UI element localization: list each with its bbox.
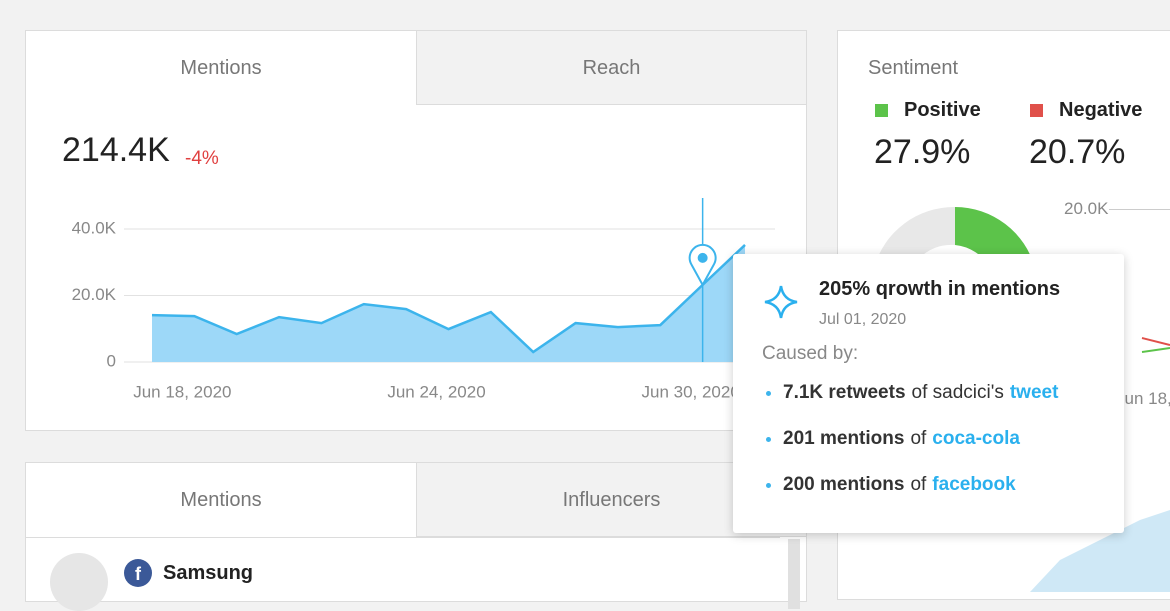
donut-rest [874,206,955,268]
tooltip: 205% qrowth in mentions Jul 01, 2020 Cau… [733,254,1124,533]
cause-link[interactable]: tweet [1009,382,1059,403]
line [151,244,746,354]
total: 214.4K [62,131,170,169]
legend-swatch [875,104,888,117]
cause-link[interactable]: facebook [932,474,1016,495]
title: Sentiment [868,57,959,79]
cause-count: 201 mentions [783,428,905,449]
page: Mentions Reach 214.4K -4% Sentiment Posi… [0,0,1170,592]
grid-line [1109,209,1170,210]
trend-line [1141,347,1170,353]
cause-text: of sadcici's [911,382,1004,403]
divider [26,537,780,538]
legend-label: Negative [1059,99,1143,121]
tooltip-title: 205% qrowth in mentions [819,278,1061,300]
mentions-card: Mentions Reach 214.4K -4% [25,30,807,431]
value: 27.9% [874,133,971,171]
sparkle-icon [764,285,798,319]
cause-link[interactable]: coca-cola [932,428,1020,449]
cause-count: 7.1K retweets [783,382,906,403]
y-tick-label: 20.0K [72,285,117,304]
map [1030,510,1170,592]
legend-swatch [1030,104,1043,117]
trend-line [1141,337,1170,346]
area [152,244,745,362]
axis-label: Jun 18, [1116,389,1170,408]
change: -4% [185,148,219,169]
cause-text: of [910,428,927,449]
tab[interactable]: Mentions [26,463,417,537]
y-tick-label: 0 [107,351,116,370]
axis-label: 20.0K [1064,199,1109,218]
author[interactable]: Samsung [163,562,254,584]
pin [688,244,717,287]
cause-text: of [910,474,927,495]
legend-label: Positive [904,99,981,121]
x-tick-label: Jun 18, 2020 [133,382,231,401]
value: 20.7% [1029,133,1126,171]
facebook-icon: f [124,559,152,587]
pin-dot [697,252,708,263]
donut-positive [955,207,1035,268]
cause-count: 200 mentions [783,474,905,495]
tooltip-date: Jul 01, 2020 [819,311,907,328]
y-tick-label: 40.0K [72,218,117,237]
charts: 0 20.0K 40.0K Jun 18, 2020 Jun 24, 2020 Jun 3… [72,198,1170,592]
x-tick-label: Jun 24, 2020 [387,382,485,401]
caused-by: Caused by: [762,343,859,364]
tab[interactable]: Mentions [26,31,417,105]
x-tick-label: Jun 30, 2020 [641,382,739,401]
tab[interactable]: Reach [417,31,806,105]
